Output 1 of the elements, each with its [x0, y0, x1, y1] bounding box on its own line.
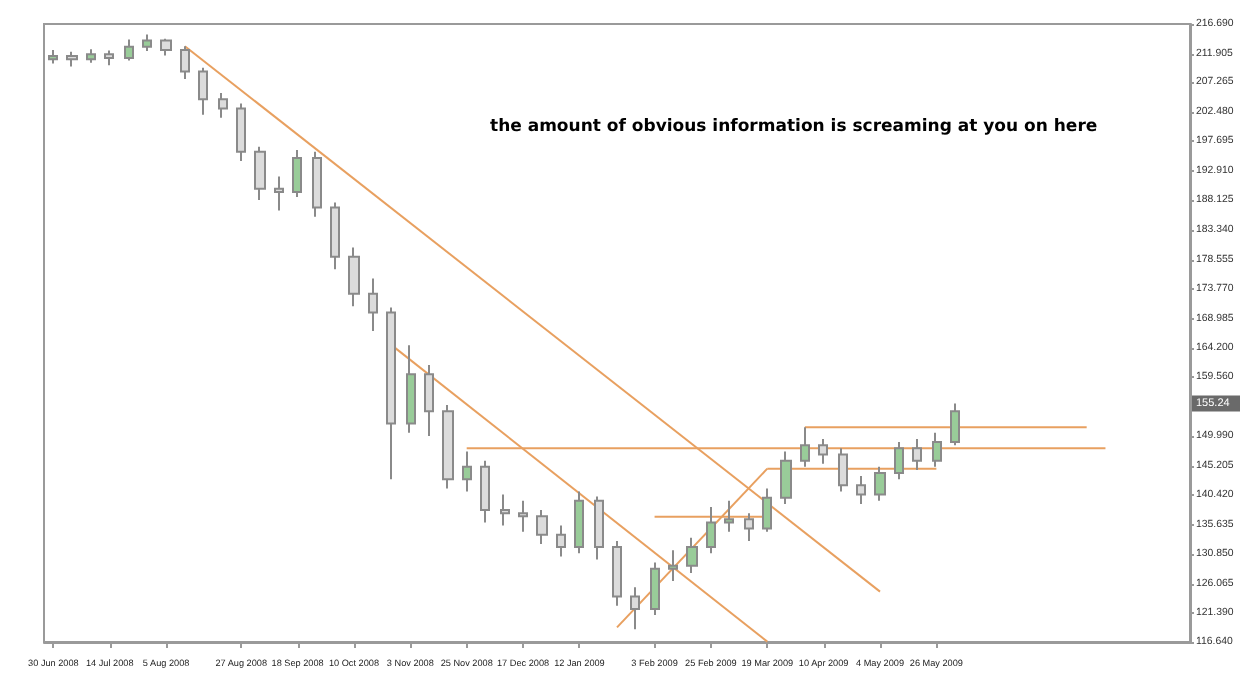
text: the amount of obvious information is screaming at you on here — [490, 117, 1098, 137]
